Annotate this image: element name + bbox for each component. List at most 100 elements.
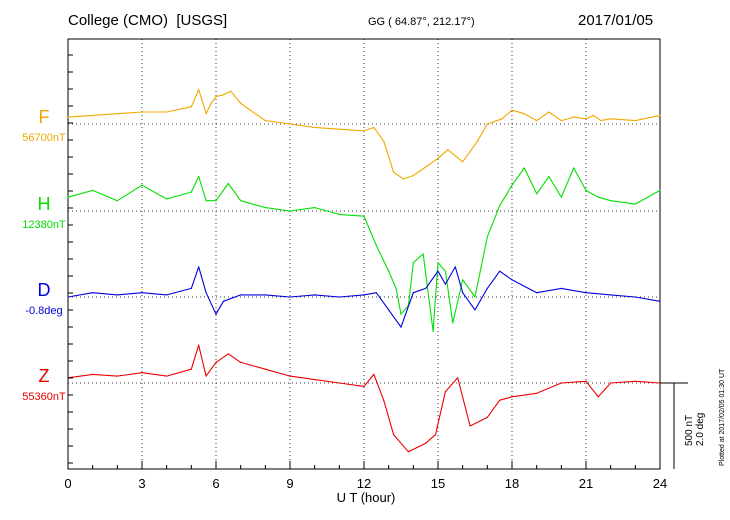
point-F (363, 130, 365, 132)
x-tick-label-0: 0 (64, 476, 71, 491)
point-D (610, 294, 612, 296)
point-H (92, 189, 94, 191)
point-Z (511, 396, 513, 398)
point-F (412, 175, 414, 177)
x-tick-label-12: 12 (357, 476, 371, 491)
station-title: College (CMO) [USGS] (68, 12, 228, 29)
point-F (437, 157, 439, 159)
point-Z (338, 382, 340, 384)
point-F (447, 149, 449, 151)
point-D (198, 266, 200, 268)
point-D (375, 292, 377, 294)
point-D (425, 287, 427, 289)
point-H (363, 215, 365, 217)
plot-date: 2017/01/05 (578, 12, 654, 29)
point-H (634, 203, 636, 205)
point-D (92, 292, 94, 294)
point-Z (198, 344, 200, 346)
point-F (338, 128, 340, 130)
point-H (536, 193, 538, 195)
trace-F (67, 89, 661, 180)
point-H (264, 207, 266, 209)
point-H (205, 200, 207, 202)
point-H (227, 182, 229, 185)
scale-bar-deg-label: 2.0 deg (695, 413, 706, 446)
x-tick-label-15: 15 (431, 476, 445, 491)
point-H (338, 213, 340, 215)
component-label-F: F (39, 107, 50, 127)
point-D (444, 283, 446, 285)
point-F (198, 89, 200, 91)
point-D (412, 292, 414, 294)
point-F (523, 113, 525, 115)
point-Z (314, 379, 316, 381)
baseline-label-F: 56700nT (22, 132, 66, 144)
point-H (141, 184, 143, 186)
point-D (388, 309, 390, 311)
point-H (375, 244, 377, 246)
point-F (205, 113, 207, 115)
point-Z (444, 391, 446, 393)
point-D (437, 270, 439, 272)
point-H (412, 262, 414, 264)
x-tick-label-18: 18 (505, 476, 519, 491)
point-F (393, 171, 395, 173)
x-tick-label-21: 21 (579, 476, 593, 491)
point-Z (393, 434, 395, 436)
point-F (373, 126, 375, 128)
point-F (314, 126, 316, 128)
point-F (230, 90, 232, 92)
point-Z (215, 361, 217, 363)
point-D (659, 300, 661, 302)
component-label-Z: Z (39, 366, 50, 386)
point-H (437, 262, 439, 264)
point-F (573, 116, 575, 118)
point-F (210, 102, 212, 104)
point-F (383, 140, 385, 142)
point-D (289, 296, 291, 298)
point-H (67, 196, 69, 198)
point-D (363, 294, 365, 296)
point-F (116, 113, 118, 115)
point-Z (190, 368, 192, 370)
x-tick-label-6: 6 (212, 476, 219, 491)
point-D (205, 292, 207, 294)
point-H (422, 253, 424, 255)
point-D (190, 287, 192, 289)
point-H (452, 322, 454, 324)
point-H (573, 167, 575, 169)
point-D (462, 292, 464, 294)
point-F (215, 95, 217, 98)
point-D (240, 294, 242, 296)
point-H (610, 200, 612, 202)
point-H (511, 184, 513, 186)
point-H (400, 313, 402, 315)
point-D (400, 326, 402, 328)
point-F (560, 120, 562, 122)
point-H (166, 198, 168, 200)
point-F (585, 118, 587, 120)
point-H (444, 270, 446, 272)
component-label-H: H (38, 194, 51, 214)
point-D (215, 313, 217, 315)
point-H (240, 200, 242, 202)
point-F (592, 114, 595, 116)
point-H (462, 279, 464, 281)
point-Z (469, 425, 471, 427)
point-H (215, 200, 217, 202)
x-axis-label: U T (hour) (337, 490, 396, 505)
point-H (499, 205, 501, 207)
point-D (141, 292, 143, 294)
point-H (432, 330, 434, 332)
point-F (501, 118, 503, 120)
point-F (240, 102, 242, 104)
point-D (116, 294, 118, 296)
point-H (523, 167, 525, 169)
point-Z (92, 373, 94, 375)
point-D (634, 296, 636, 298)
point-F (634, 120, 636, 122)
point-F (289, 123, 291, 125)
point-F (141, 111, 143, 113)
point-Z (205, 375, 207, 377)
